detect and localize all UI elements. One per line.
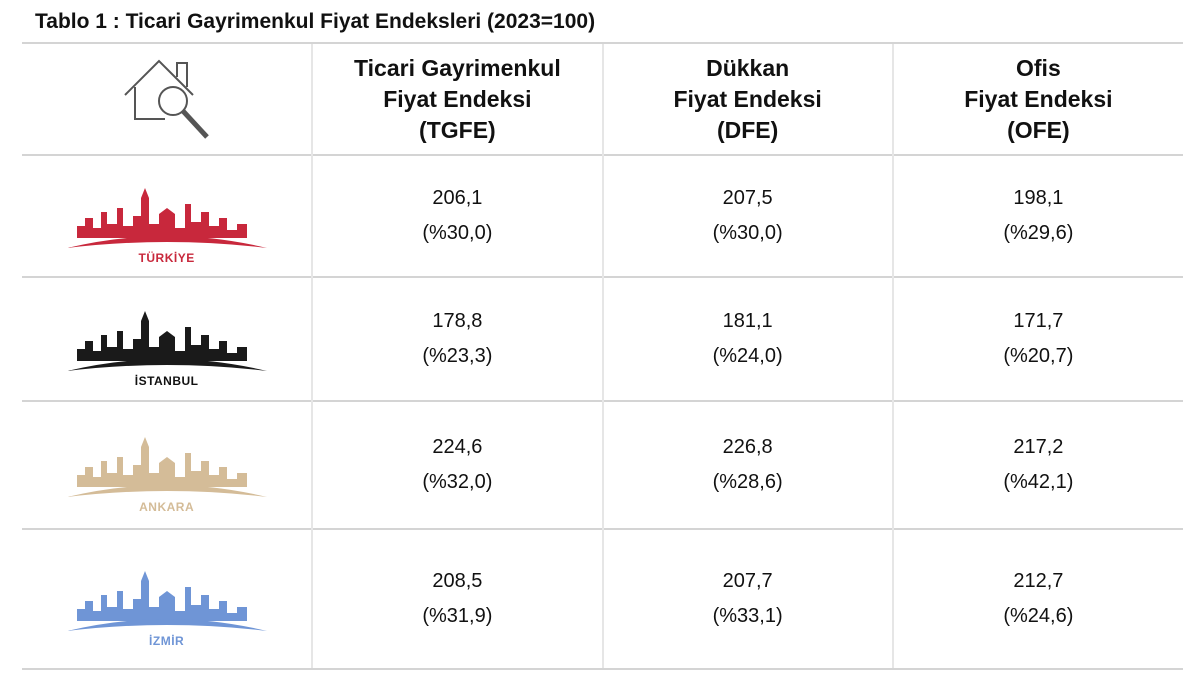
value-cell: 178,8 (%23,3) [311,276,603,401]
column-header: Ofis Fiyat Endeksi (OFE) [891,42,1183,155]
city-label: İZMİR [149,633,185,648]
change-value: (%20,7) [1003,345,1074,367]
change-value: (%32,0) [422,471,493,493]
city-skyline [66,436,267,497]
city-label: TÜRKİYE [138,250,195,265]
price-index-table: Ticari Gayrimenkul Fiyat Endeksi (TGFE) Dük… [22,42,1183,670]
index-value: 217,2 [1013,436,1064,458]
data-row: TÜRKİYE 206,1 (%30,0) 207,5 (%30,0) 198,1 (%29… [22,154,1183,277]
value-cell: 226,8 (%28,6) [601,400,893,529]
column-header: Ticari Gayrimenkul Fiyat Endeksi (TGFE) [311,42,603,155]
data-row: İZMİR 208,5 (%31,9) 207,7 (%33,1) 212,7 (%24,6… [22,528,1183,670]
value-cell: 207,5 (%30,0) [601,154,893,277]
skyline-ground [66,235,267,248]
change-value: (%30,0) [712,222,783,244]
index-value: 198,1 [1013,187,1064,209]
data-row: İSTANBUL 178,8 (%23,3) 181,1 (%24,0) 171,7 (%2… [22,276,1183,401]
index-value: 207,5 [722,187,773,209]
icon-cell [22,42,313,155]
value-cell: 208,5 (%31,9) [311,528,603,670]
city-label: İSTANBUL [134,373,199,388]
city-cell: İSTANBUL [22,276,313,401]
table-title: Tablo 1 : Ticari Gayrimenkul Fiyat Endek… [35,10,596,33]
index-value: 181,1 [722,310,773,332]
column-header-line: Ofis [1016,54,1061,81]
value-cell: 206,1 (%30,0) [311,154,603,277]
value-cell: 224,6 (%32,0) [311,400,603,529]
change-value: (%31,9) [422,605,493,627]
index-value: 212,7 [1013,570,1064,592]
city-skyline [66,310,267,371]
skyline-ground [66,358,267,371]
index-value: 171,7 [1013,310,1064,332]
column-header-line: Ticari Gayrimenkul [354,54,561,81]
value-cell: 171,7 (%20,7) [891,276,1183,401]
column-header: Dükkan Fiyat Endeksi (DFE) [601,42,893,155]
index-value: 207,7 [722,570,773,592]
skyline-ground [66,618,267,631]
house-search-icon [123,59,209,139]
index-value: 208,5 [432,570,483,592]
city-skyline [66,570,267,631]
value-cell: 217,2 (%42,1) [891,400,1183,529]
city-cell: TÜRKİYE [22,154,313,277]
table-body: Ticari Gayrimenkul Fiyat Endeksi (TGFE) Dük… [22,42,1183,670]
skyline-buildings [76,187,247,238]
value-cell: 212,7 (%24,6) [891,528,1183,670]
index-value: 226,8 [722,436,773,458]
value-cell: 181,1 (%24,0) [601,276,893,401]
column-header-line: Dükkan [706,54,790,81]
change-value: (%33,1) [712,605,783,627]
index-value: 178,8 [432,310,483,332]
city-skyline [66,187,267,248]
change-value: (%29,6) [1003,222,1074,244]
column-header-line: (TGFE) [419,116,496,143]
city-label: ANKARA [139,499,195,514]
column-header-line: (OFE) [1007,116,1070,143]
data-row: ANKARA 224,6 (%32,0) 226,8 (%28,6) 217,2 (%42,… [22,400,1183,529]
column-header-line: Fiyat Endeksi [964,85,1113,112]
header-row: Ticari Gayrimenkul Fiyat Endeksi (TGFE) Dük… [22,42,1183,155]
change-value: (%24,6) [1003,605,1074,627]
change-value: (%28,6) [712,471,783,493]
column-header-line: Fiyat Endeksi [383,85,532,112]
change-value: (%23,3) [422,345,493,367]
city-cell: ANKARA [22,400,313,529]
change-value: (%24,0) [712,345,783,367]
skyline-buildings [76,570,247,621]
index-value: 206,1 [432,187,483,209]
change-value: (%30,0) [422,222,493,244]
value-cell: 198,1 (%29,6) [891,154,1183,277]
city-cell: İZMİR [22,528,313,670]
column-header-line: (DFE) [716,116,779,143]
change-value: (%42,1) [1003,471,1074,493]
skyline-buildings [76,310,247,361]
skyline-buildings [76,436,247,487]
index-value: 224,6 [432,436,483,458]
column-header-line: Fiyat Endeksi [673,85,822,112]
value-cell: 207,7 (%33,1) [601,528,893,670]
skyline-ground [66,484,267,497]
